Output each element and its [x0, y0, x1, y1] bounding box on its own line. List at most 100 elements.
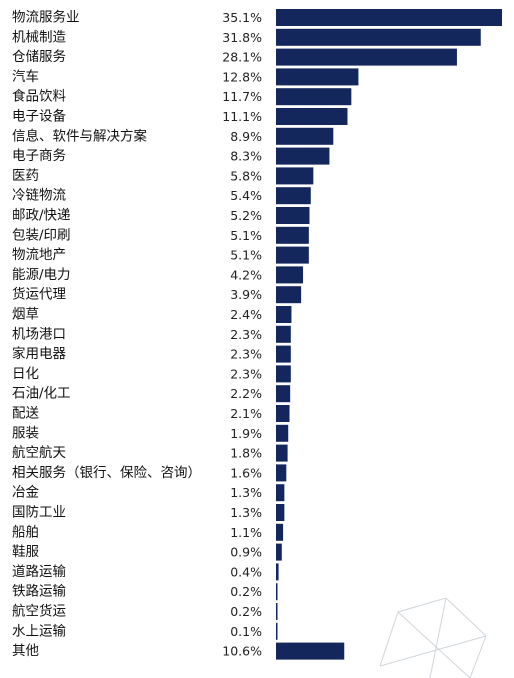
category-label: 包装/印刷 [12, 227, 71, 243]
bar [276, 543, 282, 561]
bar [276, 88, 352, 106]
bar [276, 385, 291, 403]
value-label: 0.2% [230, 584, 262, 599]
category-label: 电子设备 [12, 108, 66, 125]
value-label: 10.6% [222, 644, 262, 659]
bar [276, 108, 348, 125]
category-label: 物流服务业 [12, 10, 80, 26]
value-label: 0.2% [230, 604, 262, 619]
bar [276, 28, 481, 46]
category-label: 航空航天 [12, 445, 66, 461]
bar [276, 226, 309, 244]
bar [276, 147, 330, 165]
category-label: 石油/化工 [12, 386, 71, 402]
category-label: 信息、软件与解决方案 [12, 127, 147, 144]
value-label: 3.9% [230, 287, 262, 302]
bar [276, 246, 309, 264]
category-label: 家用电器 [12, 345, 66, 362]
value-label: 1.1% [230, 525, 262, 540]
value-label: 1.6% [230, 465, 262, 480]
bar [276, 484, 285, 502]
category-label: 水上运输 [12, 623, 66, 639]
category-label: 道路运输 [12, 564, 66, 580]
bar [276, 345, 291, 363]
value-label: 4.2% [230, 267, 262, 282]
category-label: 冶金 [12, 485, 39, 501]
value-label: 5.8% [230, 168, 262, 183]
bar [276, 266, 304, 284]
bar [276, 306, 292, 323]
category-label: 机场港口 [12, 326, 66, 342]
value-label: 2.2% [230, 386, 262, 401]
value-label: 5.2% [230, 208, 262, 223]
bar [276, 48, 457, 66]
category-label: 机械制造 [12, 29, 66, 45]
bar [276, 464, 287, 482]
category-label: 铁路运输 [12, 584, 66, 600]
value-label: 1.9% [230, 426, 262, 441]
category-label: 汽车 [12, 68, 39, 85]
category-label: 日化 [12, 366, 39, 382]
category-label: 货运代理 [12, 286, 66, 303]
value-label: 35.1% [222, 10, 262, 25]
bar [276, 365, 291, 383]
category-label: 国防工业 [12, 505, 66, 521]
bar [276, 583, 278, 601]
category-label: 食品饮料 [12, 88, 66, 105]
value-label: 1.3% [230, 505, 262, 520]
bar [276, 603, 278, 620]
value-label: 0.9% [230, 545, 262, 560]
category-label: 仓储服务 [12, 49, 66, 65]
value-label: 5.1% [230, 228, 262, 243]
value-label: 2.4% [230, 307, 262, 322]
bar [276, 405, 290, 422]
category-label: 邮政/快递 [12, 208, 71, 224]
bar [276, 286, 302, 304]
value-label: 8.9% [230, 129, 262, 144]
value-label: 5.1% [230, 248, 262, 263]
category-label: 服装 [12, 425, 39, 441]
category-label: 烟草 [12, 307, 39, 323]
value-label: 28.1% [222, 50, 262, 65]
value-label: 2.1% [230, 406, 262, 421]
value-label: 1.3% [230, 485, 262, 500]
bar [276, 642, 345, 660]
bar [276, 424, 289, 442]
value-label: 8.3% [230, 149, 262, 164]
bar [276, 622, 278, 640]
value-label: 11.7% [222, 89, 262, 104]
bar [276, 523, 284, 541]
bar [276, 444, 288, 462]
bar [276, 504, 285, 521]
bar [276, 325, 291, 343]
value-label: 2.3% [230, 327, 262, 342]
value-label: 0.1% [230, 624, 262, 639]
bar [276, 127, 334, 145]
value-label: 2.3% [230, 347, 262, 362]
value-label: 31.8% [222, 30, 262, 45]
bar [276, 207, 310, 224]
category-label: 配送 [12, 406, 39, 422]
bar [276, 68, 359, 86]
value-label: 5.4% [230, 188, 262, 203]
value-label: 12.8% [222, 69, 262, 84]
value-label: 0.4% [230, 564, 262, 579]
bar [276, 167, 314, 185]
category-label: 电子商务 [12, 148, 66, 164]
category-label: 能源/电力 [12, 267, 71, 283]
bar [276, 563, 279, 581]
category-label: 物流地产 [12, 247, 66, 263]
bar [276, 9, 502, 26]
category-label: 医药 [12, 168, 39, 184]
category-label: 其他 [12, 643, 39, 659]
category-label: 船舶 [12, 524, 39, 540]
category-label: 鞋服 [12, 544, 39, 560]
category-label: 航空货运 [12, 603, 66, 620]
value-label: 2.3% [230, 366, 262, 381]
category-label: 冷链物流 [12, 188, 66, 204]
value-label: 11.1% [222, 109, 262, 124]
watermark-decoration [379, 597, 487, 678]
category-label: 相关服务（银行、保险、咨询） [12, 465, 201, 481]
bar [276, 187, 311, 205]
